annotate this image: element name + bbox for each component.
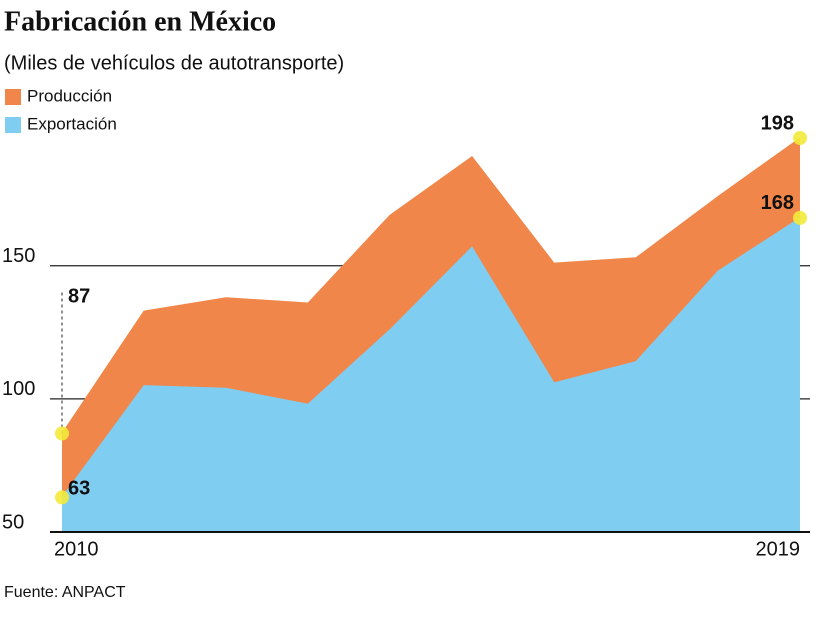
chart-subtitle: (Miles de vehículos de autotransporte)	[4, 52, 344, 74]
y-tick-label: 150	[2, 245, 35, 267]
y-tick-label: 100	[2, 378, 35, 400]
point-marker	[793, 131, 807, 145]
chart-title: Fabricación en México	[4, 6, 276, 37]
point-marker	[55, 426, 69, 441]
source: Fuente: ANPACT	[4, 584, 126, 601]
legend-swatch	[5, 89, 21, 105]
legend-label: Exportación	[27, 114, 117, 133]
x-tick-label: 2010	[54, 538, 99, 560]
data-label: 87	[68, 285, 90, 307]
area-line	[61, 137, 801, 434]
legend-label: Producción	[27, 86, 112, 105]
area-line	[61, 217, 801, 498]
data-label: 168	[761, 192, 794, 214]
data-label: 63	[68, 478, 90, 500]
legend-swatch	[5, 117, 21, 133]
point-marker	[793, 210, 807, 225]
point-marker	[55, 490, 69, 505]
x-tick-label: 2019	[756, 538, 801, 560]
area-fill	[62, 217, 800, 532]
y-tick-label: 50	[2, 511, 24, 533]
data-label: 198	[761, 112, 794, 134]
